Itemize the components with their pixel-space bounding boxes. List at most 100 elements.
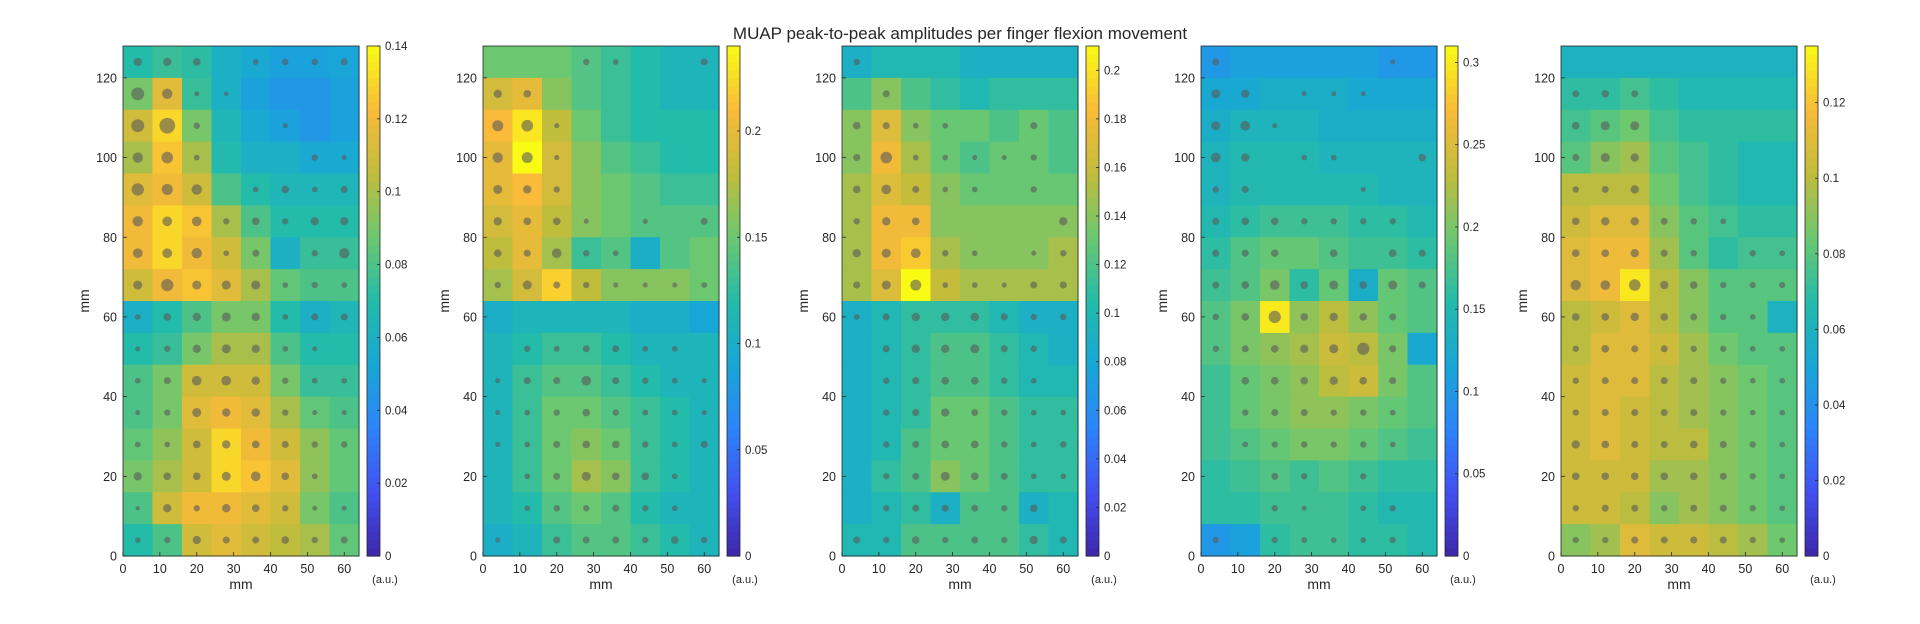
- muap-marker: [1030, 122, 1038, 130]
- colorbar-segment: [727, 508, 740, 517]
- axes-frame: [1560, 45, 1798, 557]
- muap-marker: [1720, 281, 1727, 289]
- heatmap-cell: [1407, 396, 1438, 430]
- muap-marker: [192, 312, 201, 322]
- muap-marker: [882, 345, 890, 353]
- heatmap-cell: [1289, 173, 1320, 206]
- colorbar-segment: [1086, 396, 1099, 406]
- colorbar-segment: [1805, 261, 1818, 270]
- muap-marker: [1329, 249, 1338, 258]
- colorbar-segment: [1805, 157, 1818, 167]
- colorbar-segment: [367, 484, 380, 493]
- colorbar-tick-label: 0.08: [1104, 357, 1126, 369]
- colorbar-segment: [1805, 229, 1818, 238]
- colorbar-tick-label: 0: [1463, 551, 1469, 563]
- colorbar-segment: [1086, 532, 1099, 541]
- muap-marker: [282, 282, 289, 288]
- heatmap-cell: [1407, 364, 1438, 398]
- muap-marker: [1389, 505, 1396, 512]
- colorbar-segment: [1445, 444, 1458, 454]
- muap-marker: [1600, 121, 1610, 131]
- heatmap-cell: [842, 332, 873, 366]
- colorbar-segment: [1086, 125, 1099, 135]
- heatmap-cell: [1407, 428, 1438, 461]
- x-tick-label: 60: [337, 562, 351, 576]
- muap-marker: [221, 375, 232, 386]
- colorbar-segment: [727, 492, 740, 501]
- muap-marker: [1030, 313, 1037, 321]
- muap-marker: [583, 281, 590, 289]
- muap-marker: [1060, 250, 1067, 257]
- colorbar-segment: [1445, 93, 1458, 103]
- muap-marker: [971, 536, 979, 544]
- muap-marker: [972, 155, 978, 161]
- heatmap-cell: [1348, 46, 1379, 79]
- heatmap-cell: [989, 237, 1020, 270]
- colorbar-segment: [1086, 157, 1099, 167]
- muap-marker: [524, 473, 531, 480]
- muap-marker: [1300, 344, 1309, 353]
- colorbar-frame: [726, 45, 741, 557]
- heatmap-cell: [930, 77, 961, 111]
- heatmap-cell: [630, 46, 661, 79]
- heatmap-cell: [601, 173, 632, 206]
- heatmap-cell: [960, 205, 991, 238]
- x-tick-label: 20: [1628, 562, 1642, 576]
- muap-marker: [1268, 310, 1281, 324]
- colorbar-segment: [1445, 285, 1458, 294]
- y-tick-label: 120: [1174, 71, 1195, 85]
- y-tick-label: 120: [96, 71, 117, 85]
- muap-marker: [164, 441, 171, 448]
- heatmap-cell: [1201, 460, 1232, 493]
- colorbar-segment: [367, 197, 380, 206]
- heatmap-cell: [1378, 109, 1409, 143]
- heatmap-cell: [329, 332, 360, 366]
- muap-marker: [1329, 344, 1339, 354]
- x-tick-label: 10: [1591, 562, 1605, 576]
- muap-marker: [164, 409, 171, 416]
- muap-marker: [1779, 281, 1786, 289]
- muap-marker: [941, 440, 950, 449]
- colorbar-segment: [1805, 452, 1818, 461]
- muap-marker: [523, 377, 531, 385]
- muap-marker: [162, 248, 173, 259]
- muap-marker: [612, 250, 619, 257]
- y-tick-label: 0: [1188, 550, 1195, 564]
- muap-marker: [493, 89, 502, 98]
- muap-marker: [942, 282, 949, 288]
- colorbar-segment: [367, 237, 380, 246]
- muap-marker: [135, 506, 140, 511]
- muap-marker: [1030, 473, 1037, 480]
- muap-marker: [1630, 312, 1639, 322]
- heatmap-cell: [630, 109, 661, 143]
- colorbar-segment: [1086, 340, 1099, 350]
- colorbar-tick-label: 0.2: [745, 126, 761, 138]
- muap-marker: [1601, 409, 1609, 417]
- heatmap-cell: [571, 109, 602, 143]
- colorbar-segment: [1445, 548, 1458, 557]
- colorbar-segment: [727, 324, 740, 334]
- colorbar-segment: [1805, 500, 1818, 509]
- muap-marker: [1628, 279, 1641, 291]
- colorbar-segment: [367, 301, 380, 310]
- muap-marker: [910, 248, 921, 259]
- muap-marker: [940, 471, 950, 481]
- colorbar-segment: [1086, 173, 1099, 183]
- colorbar-segment: [727, 245, 740, 254]
- heatmap-cell: [270, 77, 301, 111]
- heatmap-cell: [901, 46, 932, 79]
- colorbar-segment: [1445, 205, 1458, 214]
- muap-marker: [853, 154, 861, 162]
- y-tick-label: 20: [1541, 470, 1555, 484]
- colorbar-segment: [367, 85, 380, 95]
- heatmap-cell: [901, 77, 932, 111]
- muap-marker: [1030, 281, 1038, 289]
- muap-marker: [1270, 344, 1279, 353]
- colorbar-segment: [367, 468, 380, 477]
- muap-marker: [1572, 409, 1579, 416]
- muap-marker: [1601, 504, 1609, 512]
- colorbar-segment: [727, 157, 740, 167]
- muap-marker: [1001, 377, 1008, 384]
- x-axis-label: mm: [229, 576, 252, 592]
- x-tick-label: 0: [1198, 562, 1205, 576]
